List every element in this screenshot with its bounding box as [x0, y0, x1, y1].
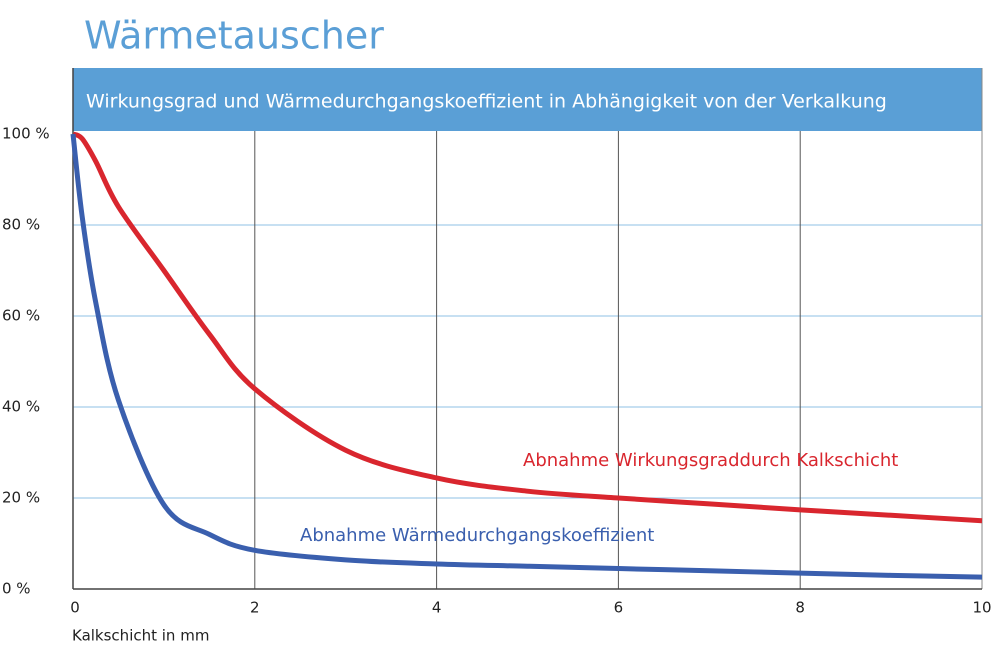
- data-line: [71, 131, 983, 524]
- x-tick-label: 8: [795, 599, 805, 617]
- chart-subtitle: Wirkungsgrad und Wärmedurchgangskoeffizi…: [86, 91, 887, 113]
- x-tick-label: 0: [70, 599, 80, 617]
- y-tick-label: 20 %: [2, 489, 40, 507]
- chart-title: Wärmetauscher: [84, 14, 384, 58]
- y-tick-label: 60 %: [2, 307, 40, 325]
- data-line: [70, 133, 983, 580]
- x-tick-label: 2: [250, 599, 260, 617]
- series-label: Abnahme Wirkungsgraddurch Kalkschicht: [523, 450, 898, 471]
- x-axis-label: Kalkschicht in mm: [72, 627, 209, 645]
- y-tick-label: 0 %: [2, 580, 31, 598]
- y-tick-label: 80 %: [2, 216, 40, 234]
- y-tick-label: 40 %: [2, 398, 40, 416]
- x-tick-label: 4: [432, 599, 442, 617]
- x-tick-label: 6: [614, 599, 624, 617]
- x-tick-label: 10: [972, 599, 991, 617]
- header-band: [73, 68, 982, 131]
- series-label: Abnahme Wärmedurchgangskoeffizient: [300, 525, 654, 546]
- y-tick-label: 100 %: [2, 125, 50, 143]
